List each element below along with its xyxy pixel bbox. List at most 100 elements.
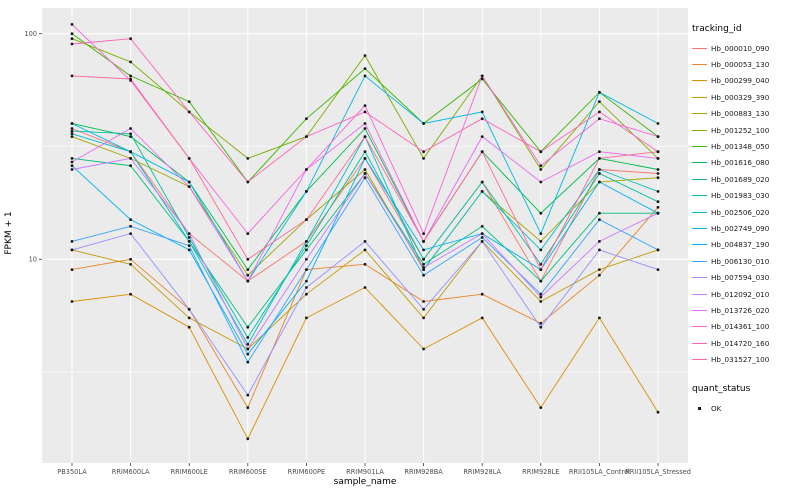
x-tick-label: RRII105LA_Stressed <box>625 468 691 476</box>
data-point <box>656 135 660 139</box>
data-point <box>422 268 425 271</box>
x-tick-label: RRII105LA_Control <box>569 468 630 476</box>
legend-item-label: Hb_002749_090 <box>711 223 770 233</box>
legend-line-swatch <box>692 80 707 82</box>
legend-item: Hb_014720_160 <box>692 335 798 351</box>
data-point <box>246 352 250 356</box>
data-point <box>363 110 367 114</box>
data-point <box>187 185 191 189</box>
data-point <box>187 100 191 103</box>
data-point <box>246 257 250 261</box>
x-tick-label: PB350LA <box>57 468 87 476</box>
data-point <box>363 248 367 252</box>
data-point <box>305 218 308 222</box>
data-point <box>598 150 601 154</box>
data-point <box>129 257 133 261</box>
data-point <box>656 268 660 271</box>
data-point <box>70 164 74 168</box>
data-point <box>598 100 601 103</box>
data-point <box>480 135 484 139</box>
data-point <box>422 316 425 320</box>
data-point <box>187 248 191 252</box>
data-point <box>187 325 191 329</box>
data-point <box>539 240 543 243</box>
data-point <box>363 135 367 139</box>
data-point <box>363 54 367 57</box>
data-point <box>70 157 74 160</box>
data-point <box>246 360 250 364</box>
x-tick-label: RRIM928LE <box>522 468 559 476</box>
data-point <box>598 211 601 215</box>
legend-line-swatch <box>692 211 707 213</box>
data-point <box>539 325 543 329</box>
legend-item-label: Hb_000010_090 <box>711 43 770 53</box>
data-point <box>70 74 74 78</box>
legend-line-swatch <box>692 244 707 246</box>
data-point <box>246 273 250 277</box>
data-point <box>598 180 601 184</box>
data-point <box>70 300 74 303</box>
legend-item-label: Hb_001689_020 <box>711 174 770 184</box>
data-point <box>305 316 308 320</box>
data-point <box>246 437 250 441</box>
data-point <box>422 300 425 303</box>
data-point <box>539 292 543 296</box>
data-point <box>539 248 543 252</box>
data-point <box>422 347 425 351</box>
data-point <box>363 168 367 171</box>
x-axis-title: sample_name <box>333 477 397 487</box>
legend-line-swatch <box>692 146 707 148</box>
legend-item-label: Hb_012092_010 <box>711 289 770 299</box>
data-point <box>539 268 543 271</box>
data-point <box>363 172 367 175</box>
data-point <box>305 168 308 171</box>
legend-items-quant-status: OK <box>692 400 798 416</box>
legend-item: Hb_013726_020 <box>692 302 798 318</box>
legend-line-swatch <box>692 277 707 279</box>
data-point <box>70 168 74 171</box>
data-point <box>422 248 425 252</box>
legend-key-line-icon <box>692 273 707 283</box>
data-point <box>70 23 74 26</box>
legend-item-label: Hb_007594_030 <box>711 273 770 283</box>
legend-key-line-icon <box>692 289 707 299</box>
data-point <box>129 60 133 64</box>
legend-item: Hb_000329_390 <box>692 89 798 105</box>
data-point <box>422 232 425 236</box>
legend-item: Hb_001616_080 <box>692 155 798 171</box>
data-point <box>598 157 601 160</box>
data-point <box>305 257 308 261</box>
legend-key-point-icon <box>692 403 707 413</box>
legend-line-swatch <box>692 260 707 262</box>
data-point <box>656 157 660 160</box>
data-point <box>305 244 308 248</box>
legend-item-label: OK <box>711 403 722 413</box>
data-point <box>129 135 133 139</box>
legend-item-label: Hb_002506_020 <box>711 207 770 217</box>
data-point <box>656 176 660 180</box>
legend-line-swatch <box>692 326 707 328</box>
legend-item-label: Hb_031527_100 <box>711 355 770 365</box>
legend-item-quant: OK <box>692 400 798 416</box>
data-point <box>305 248 308 252</box>
legend-item-label: Hb_006130_010 <box>711 256 770 266</box>
legend-line-swatch <box>692 309 707 311</box>
data-point <box>539 180 543 184</box>
data-point <box>598 248 601 252</box>
data-point <box>187 110 191 114</box>
legend-key-line-icon <box>692 76 707 86</box>
data-point <box>539 279 543 283</box>
legend-item: Hb_014361_100 <box>692 319 798 335</box>
legend-key-line-icon <box>692 355 707 365</box>
data-point <box>480 224 484 228</box>
data-point <box>70 132 74 136</box>
data-point <box>656 168 660 171</box>
legend-title-quant-status: quant_status <box>692 383 751 394</box>
data-point <box>363 122 367 125</box>
legend-item-label: Hb_014720_160 <box>711 338 770 348</box>
legend-key-line-icon <box>692 92 707 102</box>
data-point <box>70 135 74 139</box>
data-point <box>480 110 484 114</box>
x-tick-label: RRIM600SE <box>229 468 267 476</box>
